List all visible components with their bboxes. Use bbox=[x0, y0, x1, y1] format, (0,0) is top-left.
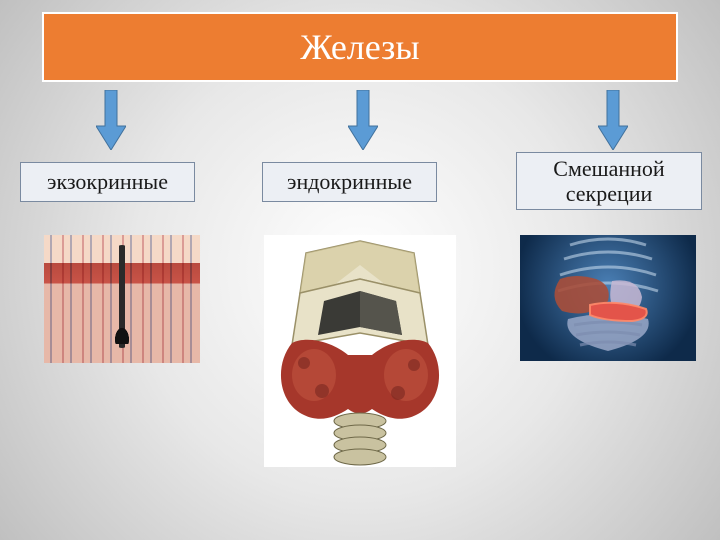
label-exocrine: экзокринные bbox=[20, 162, 195, 202]
label-endocrine: эндокринные bbox=[262, 162, 437, 202]
arrows-row bbox=[0, 90, 720, 160]
arrow-center bbox=[348, 90, 378, 150]
title-banner: Железы bbox=[42, 12, 678, 82]
hair-follicle bbox=[115, 245, 129, 347]
label-mixed: Смешанной секреции bbox=[516, 152, 702, 210]
thyroid-illustration bbox=[264, 235, 456, 467]
arrow-left bbox=[96, 90, 126, 150]
image-endocrine bbox=[264, 235, 456, 467]
image-mixed bbox=[520, 235, 696, 361]
label-endocrine-text: эндокринные bbox=[287, 169, 412, 194]
image-exocrine bbox=[44, 235, 200, 363]
label-mixed-text: Смешанной секреции bbox=[525, 156, 693, 207]
torso-illustration bbox=[520, 235, 696, 361]
label-exocrine-text: экзокринные bbox=[47, 169, 168, 194]
title-text: Железы bbox=[300, 26, 419, 68]
arrow-right bbox=[598, 90, 628, 150]
skin-illustration bbox=[44, 235, 200, 363]
